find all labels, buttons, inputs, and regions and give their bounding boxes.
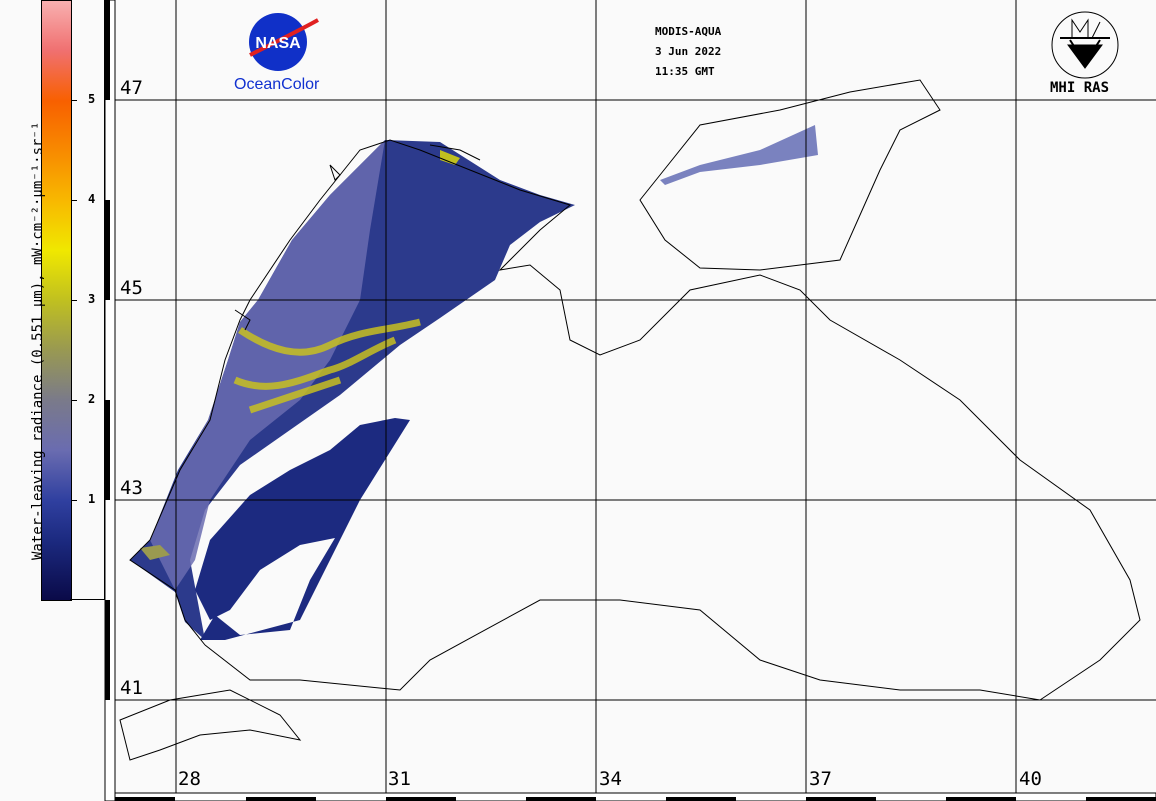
colorbar-label: 3: [88, 292, 96, 306]
colorbar-tick: [71, 200, 77, 201]
left-scale-bar: [104, 0, 116, 801]
svg-text:NASA: NASA: [255, 35, 301, 52]
date-label: 3 Jun 2022: [655, 45, 722, 58]
latitude-label: 43: [120, 477, 143, 499]
colorbar: [41, 0, 72, 601]
bottom-scale-bar: [114, 792, 1156, 801]
colorbar-tick: [71, 100, 77, 101]
longitude-label: 34: [599, 768, 622, 790]
colorbar-label: 5: [88, 92, 96, 106]
graticule: [115, 0, 1156, 793]
colorbar-label: 2: [88, 392, 96, 406]
mhi-ras-label: MHI RAS: [1050, 80, 1110, 96]
nasa-logo: NASA: [249, 13, 319, 71]
colorbar-tick: [71, 400, 77, 401]
colorbar-tick: [71, 500, 77, 501]
colorbar-tick: [71, 300, 77, 301]
latitude-label: 41: [120, 677, 143, 699]
mhi-ras-logo: [1051, 11, 1119, 79]
sensor-label: MODIS-AQUA: [655, 25, 722, 38]
latitude-label: 47: [120, 77, 143, 99]
colorbar-label: 1: [88, 492, 96, 506]
latitude-label: 45: [120, 277, 143, 299]
radiance-field: [130, 125, 818, 640]
time-label: 11:35 GMT: [655, 65, 715, 78]
oceancolor-logo-text: OceanColor: [234, 76, 320, 93]
longitude-label: 28: [178, 768, 201, 790]
coastline: [119, 79, 1141, 761]
longitude-label: 31: [388, 768, 411, 790]
longitude-label: 40: [1019, 768, 1042, 790]
colorbar-label: 4: [88, 192, 96, 206]
longitude-label: 37: [809, 768, 832, 790]
